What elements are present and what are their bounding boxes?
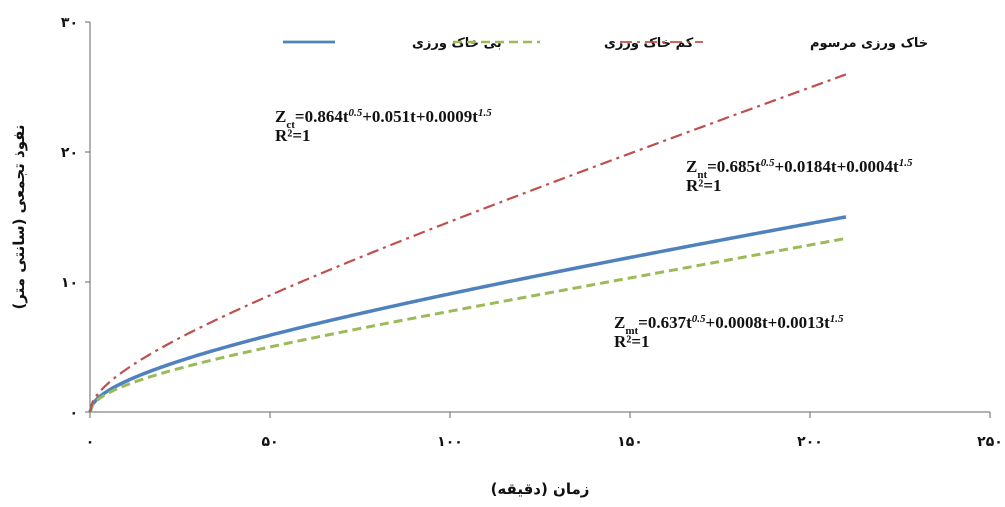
x-tick-label: ۲۵۰ <box>977 434 1003 450</box>
x-tick-label: ۱۰۰ <box>437 434 463 450</box>
x-tick-label: ۱۵۰ <box>617 434 643 450</box>
series-line-2 <box>88 73 847 413</box>
x-ticks: ۰ ۵۰ ۱۰۰ ۱۵۰ ۲۰۰ ۲۵۰ <box>86 412 1003 450</box>
r-squared-2: R²=1 <box>275 126 311 145</box>
series-lines <box>88 73 847 413</box>
x-tick-label: ۰ <box>86 434 95 450</box>
y-tick-label: ۲۰ <box>61 145 78 161</box>
legend-label-1: کم خاک ورزی <box>604 36 694 51</box>
r-squared-0: R²=1 <box>686 176 722 195</box>
series-line-1 <box>88 236 847 413</box>
x-tick-label: ۵۰ <box>261 434 278 450</box>
legend-label-2: خاک ورزی مرسوم <box>810 36 928 51</box>
equation-1: Zmt=0.637t0.5+0.0008t+0.0013t1.5 <box>614 313 844 337</box>
equation-2: Zct=0.864t0.5+0.051t+0.0009t1.5 <box>275 107 492 131</box>
series-line-0 <box>88 215 847 413</box>
legend-label-0: بی خاک ورزی <box>412 36 502 51</box>
equation-0: Znt=0.685t0.5+0.0184t+0.0004t1.5 <box>686 157 913 181</box>
y-tick-label: ۰ <box>69 405 78 421</box>
y-ticks: ۰ ۱۰ ۲۰ ۳۰ <box>61 15 90 421</box>
r-squared-1: R²=1 <box>614 332 650 351</box>
y-tick-label: ۳۰ <box>61 15 78 31</box>
legend: بی خاک ورزی کم خاک ورزی خاک ورزی مرسوم <box>283 36 928 51</box>
y-axis-label: نفوذ تجمعی (سانتی متر) <box>10 124 28 309</box>
axes <box>89 22 990 413</box>
x-axis-label: زمان (دقیقه) <box>491 480 590 498</box>
y-tick-label: ۱۰ <box>61 275 78 291</box>
x-tick-label: ۲۰۰ <box>797 434 823 450</box>
equations: Znt=0.685t0.5+0.0184t+0.0004t1.5R²=1Zmt=… <box>275 107 913 351</box>
